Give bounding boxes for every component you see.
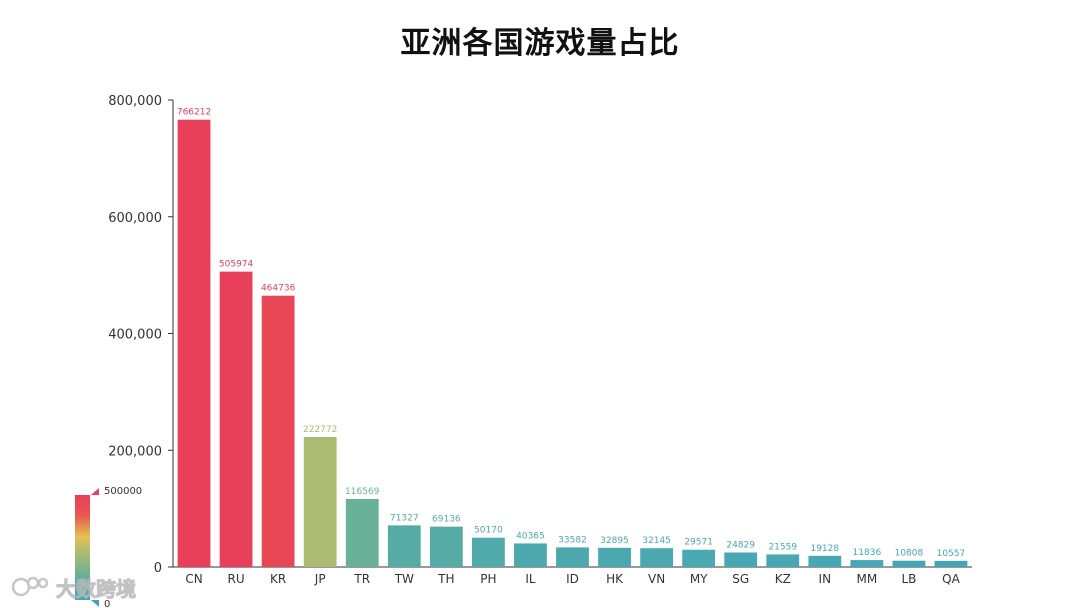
- bar: [682, 549, 716, 567]
- x-tick-label: VN: [648, 572, 665, 586]
- visual-map-bar: [75, 495, 90, 600]
- watermark-text: 大数跨境: [56, 576, 137, 601]
- x-tick-label: LB: [901, 572, 916, 586]
- bar: [808, 555, 842, 567]
- data-label: 50170: [474, 526, 503, 536]
- bar: [219, 271, 253, 567]
- y-tick-label: 800,000: [108, 94, 162, 109]
- bar: [850, 560, 884, 567]
- bar: [598, 547, 631, 567]
- data-label: 10808: [895, 549, 924, 559]
- data-label: 24829: [726, 541, 755, 551]
- visual-map-max-label: 500000: [104, 486, 142, 497]
- x-tick-label: TH: [437, 572, 454, 586]
- x-tick-label: SG: [732, 572, 749, 586]
- x-tick-label: KZ: [775, 572, 791, 586]
- bar: [766, 554, 800, 567]
- bar: [387, 525, 421, 567]
- data-label: 32895: [600, 536, 629, 546]
- bar: [934, 560, 968, 567]
- data-label: 33582: [558, 535, 587, 545]
- data-label: 464736: [261, 284, 296, 294]
- data-label: 766212: [177, 108, 211, 118]
- bar: [345, 498, 379, 567]
- visual-map-min-label: 0: [104, 599, 110, 608]
- visual-map-min-handle-icon: [91, 600, 99, 607]
- bar: [471, 537, 505, 567]
- data-label: 40365: [516, 531, 545, 541]
- y-tick-label: 200,000: [108, 444, 162, 459]
- x-tick-label: ID: [566, 572, 579, 586]
- x-tick-label: CN: [185, 572, 202, 586]
- bar: [514, 543, 547, 567]
- bar: [429, 526, 463, 567]
- x-tick-label: IL: [525, 572, 536, 586]
- bar: [556, 547, 589, 567]
- x-tick-label: QA: [942, 572, 960, 586]
- bar: [177, 119, 211, 567]
- data-label: 69136: [432, 515, 461, 525]
- chart-title: 亚洲各国游戏量占比: [400, 26, 680, 61]
- data-label: 116569: [345, 487, 380, 497]
- bar: [640, 548, 674, 567]
- bar: [724, 552, 758, 567]
- x-tick-label: MM: [857, 572, 878, 586]
- x-tick-label: PH: [480, 572, 496, 586]
- x-tick-label: MY: [690, 572, 708, 586]
- data-label: 10557: [937, 549, 966, 559]
- y-tick-label: 600,000: [108, 211, 162, 226]
- data-label: 71327: [390, 513, 419, 523]
- x-tick-label: JP: [314, 572, 326, 586]
- watermark: 大数跨境: [10, 572, 137, 602]
- data-label: 222772: [303, 425, 337, 435]
- data-label: 19128: [810, 544, 839, 554]
- data-label: 32145: [642, 536, 671, 546]
- bar: [892, 560, 926, 567]
- x-tick-label: TW: [394, 572, 414, 586]
- x-tick-label: HK: [606, 572, 624, 586]
- y-tick-label: 0: [154, 561, 162, 576]
- bar: [303, 436, 337, 567]
- data-label: 21559: [768, 542, 797, 552]
- data-label: 505974: [219, 260, 254, 270]
- visual-map-max-handle-icon: [91, 488, 99, 495]
- bar: [261, 295, 295, 567]
- data-label: 29571: [684, 538, 713, 548]
- x-tick-label: KR: [270, 572, 286, 586]
- data-label: 11836: [853, 548, 882, 558]
- x-tick-label: RU: [228, 572, 245, 586]
- x-tick-label: IN: [819, 572, 832, 586]
- watermark-logo-icon: [11, 576, 49, 597]
- y-tick-label: 400,000: [108, 328, 162, 343]
- x-tick-label: TR: [353, 572, 370, 586]
